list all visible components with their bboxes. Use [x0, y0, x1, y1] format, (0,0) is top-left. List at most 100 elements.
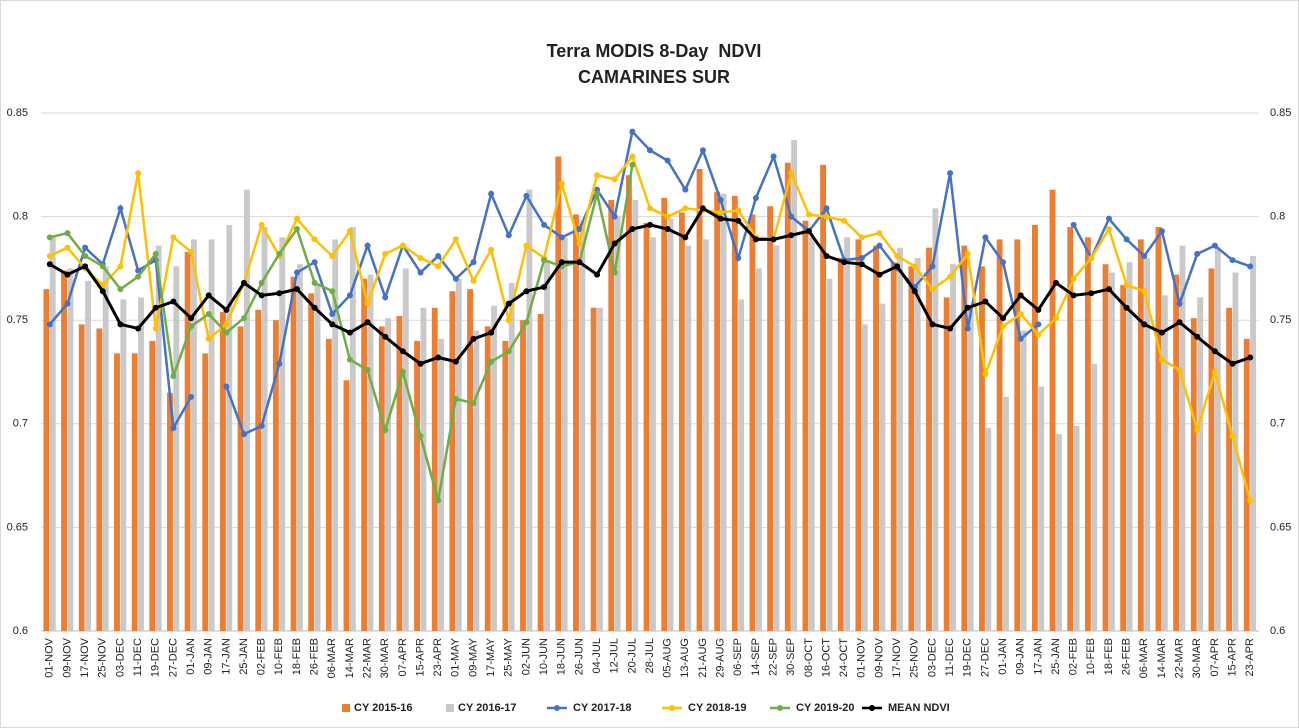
series-point — [152, 325, 159, 332]
series-point — [205, 292, 212, 299]
x-tick-label: 01-NOV — [44, 637, 56, 677]
bar — [396, 316, 403, 631]
series-point — [417, 433, 424, 440]
series-point — [1123, 304, 1130, 311]
chart-subtitle: CAMARINES SUR — [578, 67, 730, 87]
x-tick-label: 25-NOV — [97, 637, 109, 677]
series-point — [399, 369, 406, 375]
series-point — [1211, 369, 1218, 375]
y2-tick-label: 0.85 — [1270, 107, 1291, 119]
series-point — [346, 292, 353, 299]
series-point — [258, 279, 265, 286]
series-point — [1000, 323, 1007, 330]
bar — [1120, 284, 1127, 631]
series-point — [293, 286, 300, 293]
bar — [1190, 318, 1197, 631]
series-point — [1123, 236, 1130, 243]
series-point — [205, 335, 212, 342]
series-point — [117, 205, 124, 212]
series-point — [1105, 226, 1112, 233]
series-point — [1000, 259, 1007, 266]
series-point — [64, 244, 71, 251]
series-point — [452, 358, 459, 365]
bar — [420, 307, 427, 631]
series-point — [1070, 275, 1077, 282]
bar — [1232, 272, 1239, 631]
series-point — [1035, 331, 1042, 338]
series-point — [788, 213, 795, 220]
x-tick-label: 21-AUG — [697, 638, 709, 678]
bar — [897, 247, 903, 631]
bar — [573, 214, 579, 631]
bar — [773, 245, 780, 631]
bar — [555, 156, 562, 631]
series-point — [293, 269, 300, 276]
series-point — [258, 292, 265, 299]
bar — [625, 175, 632, 631]
bar — [1038, 386, 1045, 631]
series-point — [541, 221, 548, 228]
series-point — [46, 321, 53, 328]
bar — [861, 324, 868, 631]
series-point — [1176, 319, 1183, 326]
series-point — [1158, 356, 1165, 363]
bar — [738, 299, 745, 631]
x-tick-label: 08-OCT — [803, 638, 815, 677]
series-point — [1141, 288, 1148, 295]
series-point — [894, 263, 901, 270]
series-point — [1176, 300, 1183, 307]
x-tick-label: 05-AUG — [662, 638, 674, 678]
series-point — [135, 170, 142, 177]
x-tick-label: 09-MAY — [467, 637, 479, 677]
series-point — [929, 321, 936, 328]
x-tick-label: 02-FEB — [1068, 638, 1080, 675]
bar — [879, 303, 886, 631]
bar — [184, 251, 191, 631]
series-point — [311, 304, 318, 311]
bar — [661, 197, 668, 631]
series-point — [1194, 333, 1201, 340]
series-point — [82, 252, 89, 259]
series-point — [911, 263, 918, 270]
bar — [784, 162, 791, 631]
x-tick-label: 11-DEC — [132, 638, 144, 676]
bar — [332, 239, 339, 631]
y-tick-label: 0.6 — [13, 625, 28, 637]
series-point — [876, 230, 883, 237]
series-point — [276, 290, 283, 297]
bar — [1031, 224, 1038, 631]
bar — [597, 307, 603, 631]
series-point — [64, 271, 71, 278]
legend-label: CY 2015-16 — [354, 702, 413, 714]
series-point — [647, 221, 653, 228]
bar — [590, 307, 597, 631]
series-point — [1088, 290, 1095, 297]
x-tick-label: 03-DEC — [926, 638, 938, 677]
series-point — [541, 257, 548, 264]
series-point — [1211, 348, 1218, 355]
series-point — [364, 300, 371, 307]
x-tick-label: 19-DEC — [962, 638, 974, 677]
series-point — [1194, 427, 1201, 434]
bar — [244, 189, 250, 631]
legend: CY 2015-16 CY 2016-17 CY 2017-18 CY 2018-19… — [342, 702, 950, 714]
series-point — [1053, 315, 1059, 322]
series-point — [735, 217, 742, 224]
series-point — [382, 427, 389, 434]
bar — [1020, 330, 1027, 631]
x-tick-label: 22-MAR — [361, 638, 373, 678]
y-tick-label: 0.85 — [7, 107, 28, 119]
bar — [837, 258, 844, 631]
series-point — [1070, 221, 1077, 228]
series-point — [841, 217, 848, 224]
series-point — [523, 288, 530, 295]
x-tick-label: 14-MAR — [344, 638, 356, 678]
series-point — [346, 228, 353, 235]
x-tick-label: 25-JAN — [1050, 638, 1062, 675]
bar — [467, 289, 473, 631]
x-tick-label: 23-APR — [1244, 638, 1256, 677]
series-point — [541, 284, 548, 291]
bar — [308, 293, 315, 631]
series-point — [470, 277, 477, 284]
bar — [614, 216, 621, 631]
